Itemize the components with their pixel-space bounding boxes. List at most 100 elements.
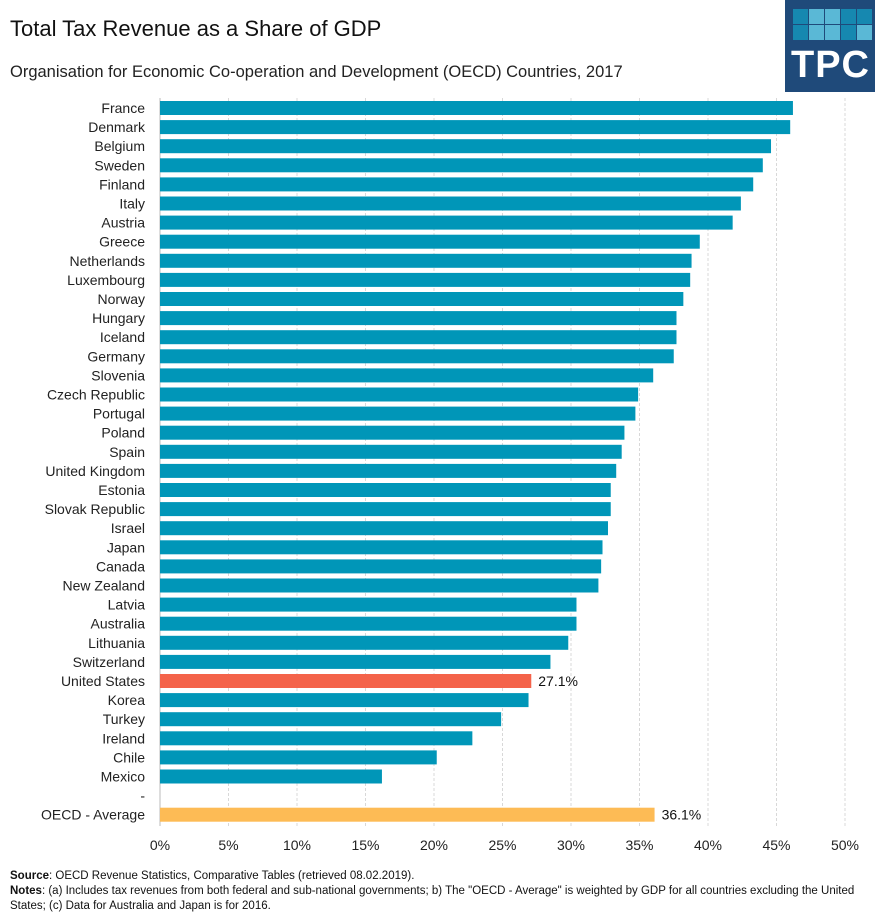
category-label: Denmark (88, 119, 146, 135)
bar-portugal (160, 406, 636, 421)
bar-iceland (160, 330, 677, 345)
category-label: United Kingdom (45, 463, 145, 479)
source-note: Source: OECD Revenue Statistics, Compara… (10, 870, 415, 882)
category-label: Spain (109, 444, 145, 460)
x-tick-label: 10% (283, 837, 311, 853)
logo-square (793, 25, 808, 40)
logo-square (809, 25, 824, 40)
x-tick-label: 0% (150, 837, 170, 853)
bar-mexico (160, 769, 382, 784)
bar-chile (160, 750, 437, 765)
bar-finland (160, 177, 754, 192)
bar-ireland (160, 731, 473, 746)
bar-hungary (160, 311, 677, 326)
bar-norway (160, 292, 684, 306)
category-label: Switzerland (73, 654, 145, 670)
x-tick-label: 50% (831, 837, 859, 853)
category-label: Austria (101, 215, 145, 231)
bar-united-kingdom (160, 463, 617, 478)
category-label: Italy (119, 196, 145, 212)
logo-square (825, 9, 840, 24)
bar-netherlands (160, 253, 692, 268)
x-tick-label: 30% (557, 837, 585, 853)
category-label: Poland (101, 425, 145, 441)
x-tick-label: 35% (625, 837, 653, 853)
chart-title: Total Tax Revenue as a Share of GDP (10, 16, 382, 41)
category-label: Iceland (100, 329, 145, 345)
category-label: Japan (107, 539, 145, 555)
bar-united-states (160, 674, 532, 688)
category-label: Australia (91, 616, 146, 632)
category-label: Israel (111, 520, 145, 536)
bar-belgium (160, 139, 772, 154)
x-tick-label: 5% (218, 837, 238, 853)
category-label: Sweden (94, 157, 145, 173)
bar-poland (160, 425, 625, 440)
bar-korea (160, 693, 529, 708)
category-label: United States (61, 673, 145, 689)
bar-czech-republic (160, 387, 639, 402)
x-tick-label: 15% (351, 837, 379, 853)
bar-austria (160, 215, 733, 230)
data-label: 36.1% (662, 807, 702, 823)
chart-subtitle: Organisation for Economic Co-operation a… (10, 63, 623, 81)
category-label: Slovenia (91, 367, 145, 383)
tpc-logo: TPC (785, 0, 875, 92)
category-label: Korea (108, 692, 146, 708)
bar-new-zealand (160, 578, 599, 593)
logo-square (857, 25, 872, 40)
bar-oecd-average (160, 807, 655, 822)
bar-italy (160, 196, 741, 211)
logo-text: TPC (791, 44, 870, 86)
x-tick-label: 25% (488, 837, 516, 853)
category-label: Ireland (102, 730, 145, 746)
category-label: Belgium (94, 138, 145, 154)
bar-israel (160, 521, 608, 536)
bar-denmark (160, 120, 791, 135)
category-label: Slovak Republic (45, 501, 145, 517)
bar-canada (160, 559, 602, 574)
category-label: Chile (113, 749, 145, 765)
bar-france (160, 101, 793, 115)
x-tick-label: 20% (420, 837, 448, 853)
category-label: Portugal (93, 406, 145, 422)
x-tick-label: 45% (762, 837, 790, 853)
logo-square (793, 9, 808, 24)
notes: Notes: (a) Includes tax revenues from bo… (10, 885, 855, 912)
category-label: France (101, 100, 145, 116)
data-label: 27.1% (538, 673, 578, 689)
category-label: Mexico (101, 769, 146, 785)
category-label: Netherlands (70, 253, 146, 269)
bar-luxembourg (160, 272, 691, 287)
bar-japan (160, 540, 603, 555)
bar-germany (160, 349, 674, 364)
category-label: Turkey (103, 711, 145, 727)
category-label: Canada (96, 558, 145, 574)
bar-chart: 0% 5% 10% 15% 20% 25% 30% 35% 40% 45% 50% France Den… (41, 98, 859, 853)
logo-square (857, 9, 872, 24)
bar-slovenia (160, 368, 654, 383)
category-label: Lithuania (88, 635, 145, 651)
category-label: Luxembourg (67, 272, 145, 288)
category-label: Greece (99, 234, 145, 250)
logo-square (809, 9, 824, 24)
x-tick-label: 40% (694, 837, 722, 853)
category-label: Latvia (108, 597, 146, 613)
category-label: Estonia (98, 482, 145, 498)
bar-slovak-republic (160, 502, 611, 517)
bar-greece (160, 234, 700, 249)
bar-estonia (160, 483, 611, 497)
bar-sweden (160, 158, 763, 173)
chart-footer: Source: OECD Revenue Statistics, Compara… (10, 869, 870, 914)
category-label: Hungary (92, 310, 145, 326)
bar-spain (160, 444, 622, 459)
bar-turkey (160, 712, 502, 727)
category-label: Norway (98, 291, 145, 307)
category-label: Germany (87, 348, 145, 364)
category-label: Czech Republic (47, 387, 145, 403)
bar-australia (160, 616, 577, 631)
logo-square (825, 25, 840, 40)
logo-square (841, 25, 856, 40)
category-label: OECD - Average (41, 807, 145, 823)
